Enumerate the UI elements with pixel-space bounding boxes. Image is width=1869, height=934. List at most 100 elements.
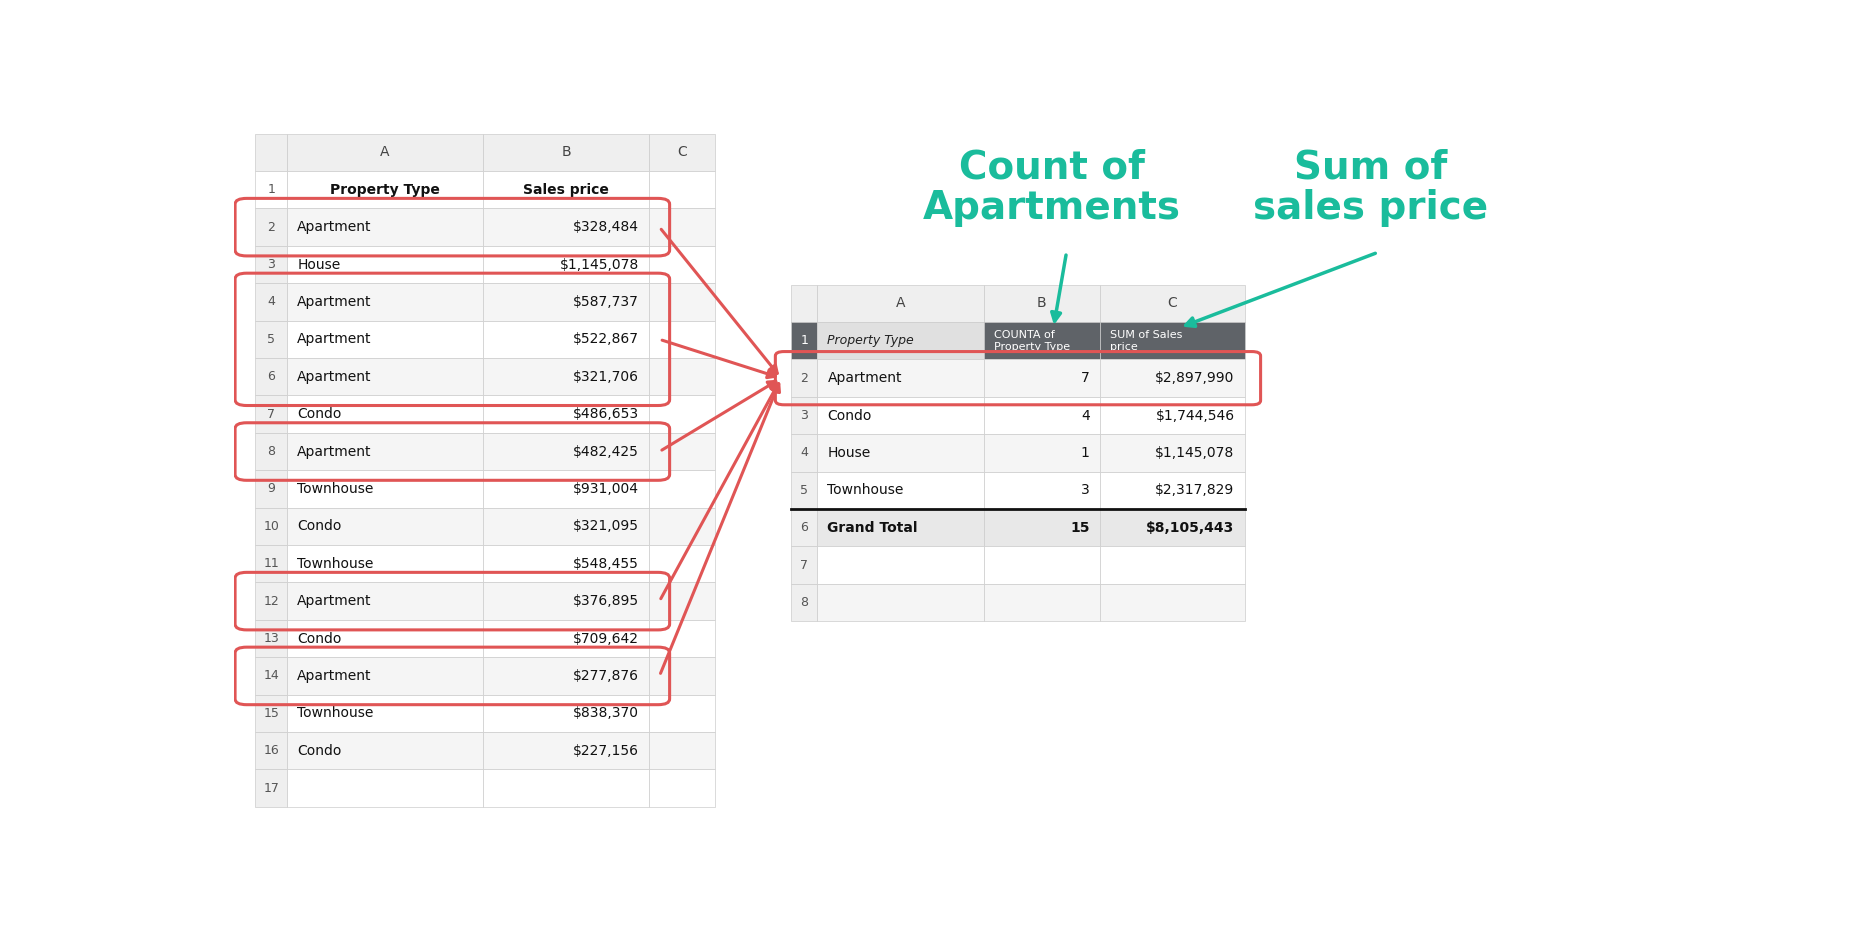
FancyBboxPatch shape xyxy=(482,545,649,583)
FancyBboxPatch shape xyxy=(1099,584,1245,621)
Text: B: B xyxy=(1037,296,1047,310)
Text: Condo: Condo xyxy=(297,519,342,533)
Text: 9: 9 xyxy=(267,483,275,495)
FancyBboxPatch shape xyxy=(1099,472,1245,509)
FancyBboxPatch shape xyxy=(817,472,983,509)
FancyBboxPatch shape xyxy=(649,508,714,545)
Text: $522,867: $522,867 xyxy=(574,333,639,347)
FancyBboxPatch shape xyxy=(288,432,482,470)
Text: 2: 2 xyxy=(800,372,807,385)
FancyBboxPatch shape xyxy=(288,583,482,620)
Text: Count of
Apartments: Count of Apartments xyxy=(923,149,1181,227)
FancyBboxPatch shape xyxy=(288,283,482,320)
Text: A: A xyxy=(379,146,391,160)
FancyBboxPatch shape xyxy=(288,320,482,358)
Text: 15: 15 xyxy=(264,707,278,720)
Text: $376,895: $376,895 xyxy=(574,594,639,608)
FancyBboxPatch shape xyxy=(482,620,649,658)
Text: 7: 7 xyxy=(1080,371,1090,385)
FancyBboxPatch shape xyxy=(482,134,649,171)
Text: Condo: Condo xyxy=(297,407,342,421)
Text: 3: 3 xyxy=(1080,484,1090,498)
Text: 8: 8 xyxy=(800,596,807,609)
Text: $321,095: $321,095 xyxy=(574,519,639,533)
FancyBboxPatch shape xyxy=(649,171,714,208)
FancyBboxPatch shape xyxy=(983,285,1099,322)
FancyBboxPatch shape xyxy=(983,509,1099,546)
Text: House: House xyxy=(828,446,871,460)
FancyBboxPatch shape xyxy=(817,584,983,621)
Text: House: House xyxy=(297,258,340,272)
FancyBboxPatch shape xyxy=(649,283,714,320)
FancyBboxPatch shape xyxy=(256,508,288,545)
Text: 3: 3 xyxy=(267,258,275,271)
FancyBboxPatch shape xyxy=(791,360,817,397)
Text: $931,004: $931,004 xyxy=(574,482,639,496)
Text: Townhouse: Townhouse xyxy=(297,706,374,720)
Text: 13: 13 xyxy=(264,632,278,645)
FancyBboxPatch shape xyxy=(256,283,288,320)
FancyBboxPatch shape xyxy=(288,508,482,545)
Text: 12: 12 xyxy=(264,595,278,608)
FancyBboxPatch shape xyxy=(288,395,482,432)
Text: 16: 16 xyxy=(264,744,278,757)
FancyBboxPatch shape xyxy=(256,658,288,695)
Text: $277,876: $277,876 xyxy=(574,669,639,683)
FancyBboxPatch shape xyxy=(817,434,983,472)
Text: A: A xyxy=(895,296,905,310)
FancyBboxPatch shape xyxy=(256,695,288,732)
Text: $227,156: $227,156 xyxy=(574,743,639,757)
FancyBboxPatch shape xyxy=(1099,322,1245,360)
FancyBboxPatch shape xyxy=(288,658,482,695)
FancyBboxPatch shape xyxy=(1099,546,1245,584)
Text: C: C xyxy=(677,146,686,160)
FancyBboxPatch shape xyxy=(288,470,482,508)
FancyBboxPatch shape xyxy=(256,134,288,171)
Text: Apartment: Apartment xyxy=(297,295,372,309)
FancyBboxPatch shape xyxy=(256,208,288,246)
Text: 1: 1 xyxy=(800,334,807,347)
FancyBboxPatch shape xyxy=(288,208,482,246)
FancyBboxPatch shape xyxy=(649,770,714,807)
FancyBboxPatch shape xyxy=(649,470,714,508)
FancyBboxPatch shape xyxy=(649,320,714,358)
FancyBboxPatch shape xyxy=(649,134,714,171)
FancyBboxPatch shape xyxy=(482,395,649,432)
Text: 5: 5 xyxy=(800,484,807,497)
FancyBboxPatch shape xyxy=(649,432,714,470)
FancyBboxPatch shape xyxy=(791,546,817,584)
Text: $838,370: $838,370 xyxy=(574,706,639,720)
FancyBboxPatch shape xyxy=(482,358,649,395)
Text: B: B xyxy=(561,146,570,160)
FancyBboxPatch shape xyxy=(983,322,1099,360)
FancyBboxPatch shape xyxy=(288,732,482,770)
FancyBboxPatch shape xyxy=(256,470,288,508)
Text: $1,145,078: $1,145,078 xyxy=(1155,446,1235,460)
FancyBboxPatch shape xyxy=(649,583,714,620)
FancyBboxPatch shape xyxy=(482,320,649,358)
FancyBboxPatch shape xyxy=(791,285,817,322)
Text: 17: 17 xyxy=(264,782,278,795)
Text: $486,653: $486,653 xyxy=(574,407,639,421)
FancyBboxPatch shape xyxy=(983,472,1099,509)
FancyBboxPatch shape xyxy=(256,432,288,470)
Text: Condo: Condo xyxy=(297,631,342,645)
Text: Townhouse: Townhouse xyxy=(297,557,374,571)
FancyBboxPatch shape xyxy=(817,360,983,397)
FancyBboxPatch shape xyxy=(817,397,983,434)
Text: 4: 4 xyxy=(1080,408,1090,422)
FancyBboxPatch shape xyxy=(649,695,714,732)
FancyBboxPatch shape xyxy=(649,545,714,583)
Text: 7: 7 xyxy=(267,407,275,420)
FancyBboxPatch shape xyxy=(983,360,1099,397)
Text: Condo: Condo xyxy=(297,743,342,757)
Text: 10: 10 xyxy=(264,520,278,532)
FancyBboxPatch shape xyxy=(791,584,817,621)
FancyBboxPatch shape xyxy=(791,509,817,546)
FancyBboxPatch shape xyxy=(288,620,482,658)
FancyBboxPatch shape xyxy=(288,171,482,208)
Text: Apartment: Apartment xyxy=(297,370,372,384)
Text: 6: 6 xyxy=(267,370,275,383)
Text: $2,897,990: $2,897,990 xyxy=(1155,371,1235,385)
FancyBboxPatch shape xyxy=(649,246,714,283)
